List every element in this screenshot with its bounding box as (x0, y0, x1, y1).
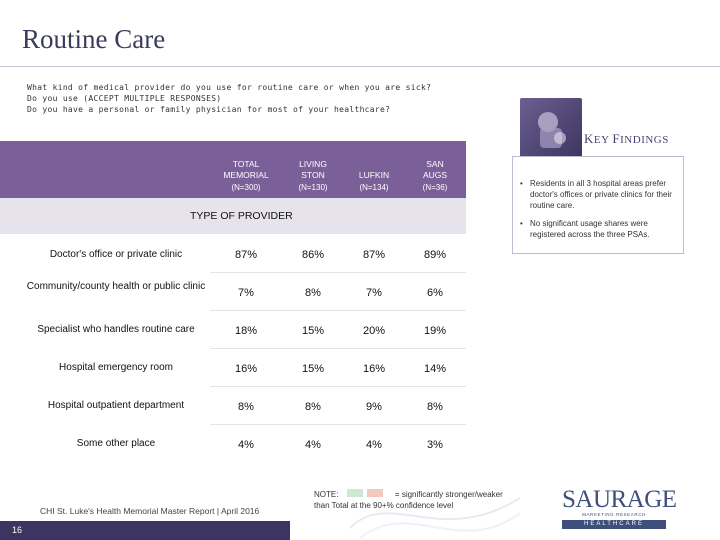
row-label: Doctor's office or private clinic (49, 249, 183, 260)
question-line: Do you use (ACCEPT MULTIPLE RESPONSES) (27, 94, 222, 103)
table-cell: 4% (238, 439, 254, 451)
column-header-lufkin: LUFKIN (344, 159, 404, 181)
question-line: What kind of medical provider do you use… (27, 83, 432, 92)
note-line2: than Total at the 90+% confidence level (314, 501, 454, 510)
bullet-icon: • (520, 179, 523, 188)
page-number: 16 (12, 525, 23, 535)
page-title: Routine Care (22, 24, 166, 54)
row-divider (210, 424, 466, 425)
footer-source: CHI St. Luke's Health Memorial Master Re… (40, 506, 260, 516)
table-cell: 20% (362, 325, 386, 337)
table-cell: 7% (366, 287, 382, 299)
table-cell: 8% (305, 401, 321, 413)
table-cell: 19% (423, 325, 447, 337)
column-header-line: AUGS (422, 170, 448, 180)
stronger-swatch (347, 489, 363, 497)
column-sample-size: (N=134) (359, 183, 389, 192)
table-cell: 15% (301, 325, 325, 337)
key-findings-title-k: K (584, 131, 594, 146)
table-cell: 89% (423, 249, 447, 261)
table-cell: 18% (234, 325, 258, 337)
table-cell: 6% (427, 287, 443, 299)
question-line: Do you have a personal or family physici… (27, 105, 391, 114)
row-divider (210, 348, 466, 349)
row-label: Hospital outpatient department (47, 400, 185, 411)
table-cell: 87% (234, 249, 258, 261)
column-header-line: TOTAL (232, 159, 260, 169)
page-number-bar (0, 521, 290, 540)
table-cell: 8% (238, 401, 254, 413)
decorative-swirl (350, 497, 520, 539)
table-cell: 87% (362, 249, 386, 261)
key-finding-text: Residents in all 3 hospital areas prefer… (530, 179, 672, 210)
key-finding-item: • No significant usage shares were regis… (520, 218, 680, 240)
table-cell: 7% (238, 287, 254, 299)
column-sample-size: (N=300) (231, 183, 261, 192)
significance-note: NOTE: = significantly stronger/weaker th… (314, 489, 503, 511)
note-prefix: NOTE: (314, 490, 339, 499)
logo-bar (562, 520, 666, 529)
note-suffix: = significantly stronger/weaker (394, 490, 503, 499)
table-cell: 16% (234, 363, 258, 375)
table-header-band (0, 141, 466, 198)
column-header-line: MEMORIAL (223, 170, 269, 180)
logo-subtitle: MARKETING RESEARCH (582, 512, 646, 517)
column-sample-size: (N=130) (298, 183, 328, 192)
row-divider (210, 386, 466, 387)
column-header-line (344, 159, 404, 170)
row-label: Specialist who handles routine care (37, 324, 195, 335)
row-label: Some other place (76, 438, 156, 449)
table-cell: 9% (366, 401, 382, 413)
table-cell: 14% (423, 363, 447, 375)
table-cell: 3% (427, 439, 443, 451)
section-label: TYPE OF PROVIDER (190, 210, 293, 222)
key-findings-panel (512, 156, 684, 254)
logo-wordmark: SAURAGE (562, 486, 677, 513)
key-finding-text: No significant usage shares were registe… (530, 219, 650, 239)
column-header-line: LUFKIN (358, 170, 390, 180)
table-cell: 8% (427, 401, 443, 413)
row-divider (210, 310, 466, 311)
key-findings-title-f: F (612, 131, 621, 146)
table-cell: 15% (301, 363, 325, 375)
logo-bar-text: HEALTHCARE (584, 521, 644, 527)
row-label: Community/county health or public clinic (26, 281, 206, 292)
weaker-swatch (367, 489, 383, 497)
table-cell: 4% (366, 439, 382, 451)
column-header-livingston: LIVING STON (283, 159, 343, 181)
row-label: Hospital emergency room (59, 362, 173, 373)
key-findings-title-ey: EY (593, 134, 613, 146)
table-cell: 16% (362, 363, 386, 375)
key-findings-title: KEY FINDINGS (584, 131, 669, 147)
section-band (0, 198, 466, 234)
column-header-line: LIVING (299, 159, 327, 169)
column-header-total-memorial: TOTAL MEMORIAL (216, 159, 276, 181)
column-sample-size: (N=36) (422, 183, 448, 192)
table-cell: 4% (305, 439, 321, 451)
key-findings-title-indings: INDINGS (620, 134, 669, 146)
key-finding-item: • Residents in all 3 hospital areas pref… (520, 178, 680, 211)
table-cell: 86% (301, 249, 325, 261)
column-header-line: SAN (426, 159, 444, 169)
column-header-san-augs: SAN AUGS (405, 159, 465, 181)
title-divider (0, 66, 720, 67)
column-header-line: STON (301, 170, 325, 180)
table-cell: 8% (305, 287, 321, 299)
survey-questions: What kind of medical provider do you use… (27, 82, 431, 115)
row-divider (210, 272, 466, 273)
bullet-icon: • (520, 219, 523, 228)
key-findings-image (520, 98, 582, 158)
